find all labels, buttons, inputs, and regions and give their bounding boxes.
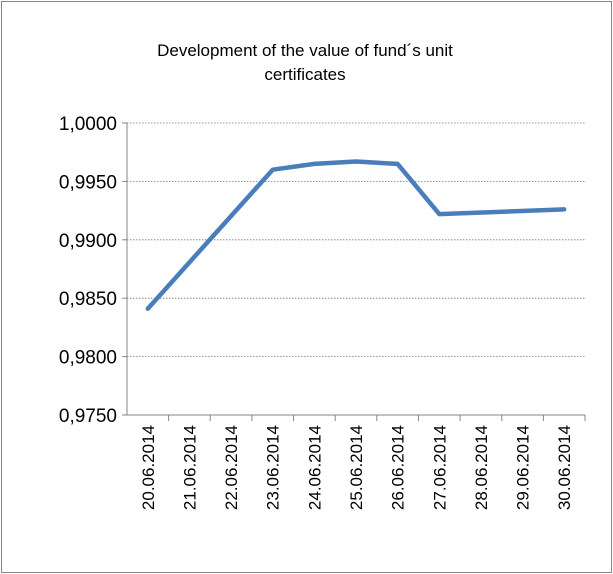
x-tick-label: 23.06.2014 <box>264 425 283 510</box>
line-series <box>145 159 567 311</box>
x-tick-label: 21.06.2014 <box>180 425 199 510</box>
y-tick-label: 0,9900 <box>59 231 117 252</box>
y-tick-label: 0,9850 <box>59 289 117 310</box>
x-tick-label: 27.06.2014 <box>430 425 449 510</box>
y-tick-label: 0,9800 <box>59 348 117 369</box>
x-tick-label: 29.06.2014 <box>514 425 533 510</box>
x-tick-label: 28.06.2014 <box>472 425 491 510</box>
x-tick-label: 24.06.2014 <box>305 425 324 510</box>
x-tick-label: 26.06.2014 <box>389 425 408 510</box>
x-tick-label: 25.06.2014 <box>347 425 366 510</box>
y-tick-label: 0,9950 <box>59 172 117 193</box>
y-tick-label: 1,0000 <box>59 114 117 135</box>
x-tick-label: 22.06.2014 <box>222 425 241 510</box>
x-tick-label: 20.06.2014 <box>139 425 158 510</box>
chart-title: Development of the value of fund´s unit c… <box>157 41 453 84</box>
y-tick-label: 0,9750 <box>59 406 117 427</box>
x-tick-label: 30.06.2014 <box>555 425 574 510</box>
